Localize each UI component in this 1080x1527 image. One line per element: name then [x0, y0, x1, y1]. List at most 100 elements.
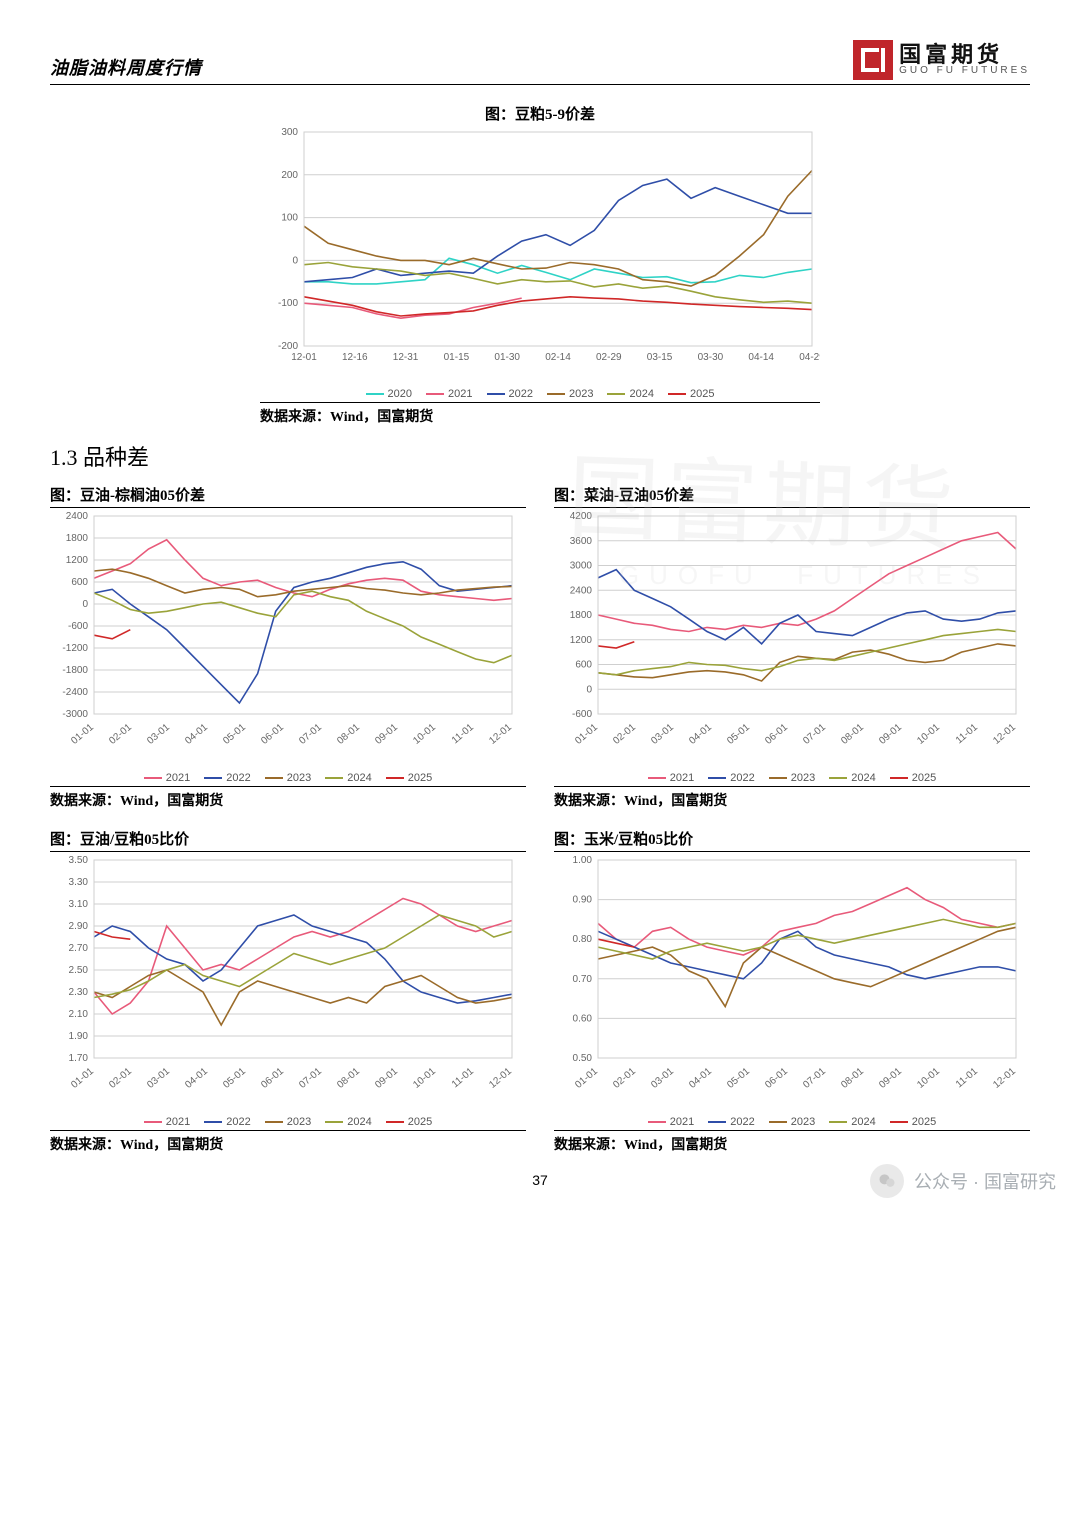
svg-text:0: 0 — [82, 599, 88, 610]
svg-text:06-01: 06-01 — [259, 722, 286, 747]
svg-text:02-01: 02-01 — [107, 722, 134, 747]
svg-text:-1200: -1200 — [62, 643, 88, 654]
footer-label: 公众号 · 国富研究 — [914, 1168, 1056, 1194]
svg-text:12-16: 12-16 — [342, 352, 368, 363]
svg-text:3.10: 3.10 — [69, 899, 89, 910]
svg-text:2400: 2400 — [66, 511, 89, 522]
page-header: 油脂油料周度行情 国富期货 GUO FU FUTURES — [50, 40, 1030, 85]
svg-text:0: 0 — [292, 255, 298, 266]
chart-top-block: 图：豆粕5-9价差 -200-100010020030012-0112-1612… — [260, 103, 820, 426]
svg-text:2.90: 2.90 — [69, 921, 89, 932]
svg-text:2.30: 2.30 — [69, 987, 89, 998]
svg-text:06-01: 06-01 — [763, 1066, 790, 1091]
svg-text:09-01: 09-01 — [877, 722, 904, 747]
chart-d-block: 图：玉米/豆粕05比价 0.500.600.700.800.901.0001-0… — [554, 828, 1030, 1154]
svg-text:01-01: 01-01 — [69, 1066, 96, 1091]
chart-d-source: 数据来源：Wind，国富期货 — [554, 1130, 1030, 1154]
legend-item: 2022 — [487, 388, 533, 400]
legend-item: 2020 — [366, 388, 412, 400]
chart-b-block: 图：菜油-豆油05价差 -600060012001800240030003600… — [554, 484, 1030, 810]
svg-text:-3000: -3000 — [62, 709, 88, 720]
legend-item: 2024 — [829, 1116, 875, 1128]
svg-text:03-01: 03-01 — [649, 722, 676, 747]
svg-text:05-01: 05-01 — [725, 1066, 752, 1091]
svg-text:1.90: 1.90 — [69, 1031, 89, 1042]
svg-text:03-01: 03-01 — [649, 1066, 676, 1091]
svg-text:09-01: 09-01 — [877, 1066, 904, 1091]
chart-top-canvas: -200-100010020030012-0112-1612-3101-1501… — [260, 126, 820, 400]
svg-text:600: 600 — [575, 660, 592, 671]
svg-text:11-01: 11-01 — [954, 1066, 980, 1091]
svg-text:2.10: 2.10 — [69, 1009, 89, 1020]
svg-text:04-01: 04-01 — [183, 722, 210, 747]
svg-text:07-01: 07-01 — [801, 1066, 828, 1091]
chart-a-block: 图：豆油-棕榈油05价差 -3000-2400-1800-1200-600060… — [50, 484, 526, 810]
svg-text:300: 300 — [281, 127, 298, 138]
legend-item: 2022 — [204, 1116, 250, 1128]
svg-text:08-01: 08-01 — [839, 1066, 866, 1091]
svg-text:1200: 1200 — [570, 635, 593, 646]
svg-text:02-14: 02-14 — [545, 352, 571, 363]
chart-a-canvas: -3000-2400-1800-1200-6000600120018002400… — [50, 510, 526, 784]
svg-text:0.60: 0.60 — [573, 1013, 593, 1024]
chart-b-canvas: -600060012001800240030003600420001-0102-… — [554, 510, 1030, 784]
legend-item: 2023 — [769, 772, 815, 784]
svg-text:12-31: 12-31 — [393, 352, 419, 363]
svg-text:09-01: 09-01 — [373, 722, 400, 747]
svg-text:12-01: 12-01 — [487, 1066, 514, 1091]
legend-item: 2021 — [648, 772, 694, 784]
svg-text:03-01: 03-01 — [145, 1066, 172, 1091]
svg-text:2.50: 2.50 — [69, 965, 89, 976]
svg-text:05-01: 05-01 — [221, 1066, 248, 1091]
legend-item: 2021 — [144, 772, 190, 784]
svg-text:06-01: 06-01 — [259, 1066, 286, 1091]
logo-cn: 国富期货 — [899, 43, 1030, 66]
legend-item: 2022 — [204, 772, 250, 784]
legend-item: 2024 — [829, 772, 875, 784]
legend-item: 2024 — [325, 772, 371, 784]
svg-text:600: 600 — [71, 577, 88, 588]
svg-text:0: 0 — [586, 684, 592, 695]
svg-text:03-01: 03-01 — [145, 722, 172, 747]
svg-text:-600: -600 — [572, 709, 592, 720]
chart-d-title: 图：玉米/豆粕05比价 — [554, 828, 1030, 852]
svg-text:07-01: 07-01 — [801, 722, 828, 747]
svg-text:4200: 4200 — [570, 511, 593, 522]
legend-item: 2024 — [325, 1116, 371, 1128]
legend-item: 2023 — [265, 772, 311, 784]
legend-item: 2023 — [769, 1116, 815, 1128]
svg-text:04-14: 04-14 — [748, 352, 774, 363]
legend-item: 2023 — [265, 1116, 311, 1128]
svg-text:09-01: 09-01 — [373, 1066, 400, 1091]
svg-text:04-29: 04-29 — [799, 352, 820, 363]
legend-item: 2025 — [890, 772, 936, 784]
svg-text:0.70: 0.70 — [573, 974, 593, 985]
svg-text:11-01: 11-01 — [450, 1066, 476, 1091]
svg-text:06-01: 06-01 — [763, 722, 790, 747]
svg-text:12-01: 12-01 — [991, 722, 1018, 747]
svg-text:-600: -600 — [68, 621, 88, 632]
section-heading: 1.3 品种差 — [50, 440, 1030, 472]
chart-top-title: 图：豆粕5-9价差 — [260, 103, 820, 124]
svg-text:0.50: 0.50 — [573, 1053, 593, 1064]
svg-text:1800: 1800 — [570, 610, 593, 621]
svg-text:2.70: 2.70 — [69, 943, 89, 954]
svg-text:04-01: 04-01 — [687, 722, 714, 747]
svg-text:3600: 3600 — [570, 536, 593, 547]
legend-item: 2021 — [426, 388, 472, 400]
svg-text:-100: -100 — [278, 298, 298, 309]
footer-badge: 公众号 · 国富研究 — [870, 1164, 1056, 1198]
legend-item: 2025 — [890, 1116, 936, 1128]
svg-text:-200: -200 — [278, 341, 298, 352]
svg-text:05-01: 05-01 — [725, 722, 752, 747]
svg-text:1.70: 1.70 — [69, 1053, 89, 1064]
chart-c-block: 图：豆油/豆粕05比价 1.701.902.102.302.502.702.90… — [50, 828, 526, 1154]
svg-text:03-30: 03-30 — [698, 352, 724, 363]
svg-text:05-01: 05-01 — [221, 722, 248, 747]
logo-mark — [853, 40, 893, 80]
logo-en: GUO FU FUTURES — [899, 66, 1030, 77]
svg-text:0.80: 0.80 — [573, 934, 593, 945]
svg-text:1800: 1800 — [66, 533, 89, 544]
svg-text:01-01: 01-01 — [573, 1066, 600, 1091]
chart-c-source: 数据来源：Wind，国富期货 — [50, 1130, 526, 1154]
